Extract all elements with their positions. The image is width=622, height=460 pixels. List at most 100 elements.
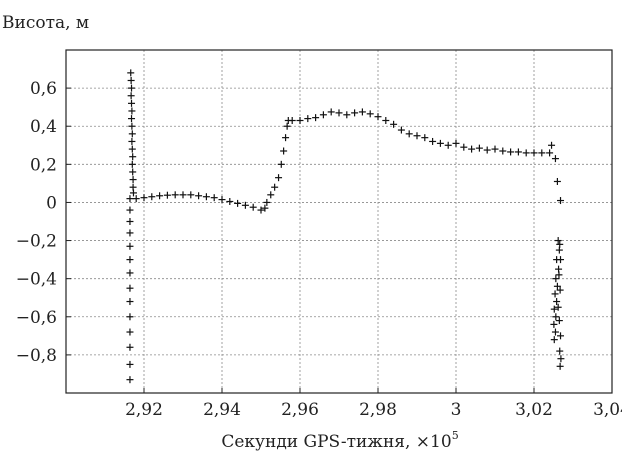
data-point (126, 206, 134, 214)
data-point (271, 183, 279, 191)
data-point (126, 284, 134, 292)
data-point (126, 269, 134, 277)
data-point (554, 303, 562, 311)
y-tick-label: −0,8 (16, 346, 57, 366)
x-tick-label: 2,96 (281, 400, 319, 420)
data-point (226, 197, 234, 205)
data-point (550, 320, 558, 328)
data-point (202, 193, 210, 201)
data-point (319, 111, 327, 119)
data-point (128, 115, 136, 123)
data-point (499, 147, 507, 155)
data-point (522, 149, 530, 157)
data-point (556, 347, 564, 355)
data-point (129, 176, 137, 184)
data-point (126, 218, 134, 225)
data-point (429, 137, 437, 145)
data-point (444, 141, 452, 149)
data-point (218, 196, 226, 204)
data-point (277, 160, 285, 168)
data-point (280, 147, 288, 155)
data-point (468, 145, 476, 153)
data-point (128, 122, 136, 130)
data-point (483, 146, 491, 154)
data-point (126, 242, 134, 250)
x-tick-label: 3,04 (593, 400, 622, 420)
data-point (187, 191, 195, 199)
data-point (132, 195, 140, 203)
x-axis-title: Секунди GPS-тижня, ×105 (221, 429, 458, 452)
data-point (553, 282, 561, 290)
data-point (283, 122, 291, 130)
data-point (552, 275, 560, 283)
data-point (128, 145, 136, 153)
data-point (128, 107, 136, 115)
data-point (475, 144, 483, 152)
data-point (557, 355, 565, 363)
data-point (327, 108, 335, 116)
data-point (546, 149, 554, 157)
data-point (557, 197, 565, 205)
data-point (553, 298, 561, 306)
data-point (128, 130, 136, 138)
data-point (555, 317, 563, 325)
y-tick-label: 0 (46, 193, 57, 213)
y-tick-label: −0,2 (16, 232, 57, 252)
grid (66, 50, 613, 393)
data-point (282, 134, 290, 142)
data-point (128, 99, 136, 107)
data-point (557, 256, 565, 264)
data-point (128, 84, 136, 92)
data-point (129, 189, 137, 197)
data-point (452, 139, 460, 147)
data-point (126, 313, 134, 321)
data-point (555, 271, 563, 279)
y-tick-label: −0,4 (16, 270, 57, 290)
data-point (366, 110, 374, 118)
x-axis-title-exponent: 5 (452, 429, 459, 442)
x-axis-title-text: Секунди GPS-тижня, ×10 (221, 432, 451, 452)
data-point (343, 111, 351, 119)
data-point (413, 132, 421, 140)
x-tick-label: 3 (451, 400, 462, 420)
data-point (538, 149, 546, 157)
data-point (553, 177, 561, 185)
data-point (126, 229, 134, 237)
data-point (551, 290, 559, 298)
data-point (163, 191, 171, 199)
data-point (491, 145, 499, 153)
x-tick-label: 2,98 (359, 400, 397, 420)
data-point (382, 117, 390, 125)
data-point (126, 328, 134, 336)
data-point (129, 168, 137, 176)
data-point (126, 360, 134, 368)
data-point (195, 192, 203, 200)
data-point (358, 108, 366, 116)
data-point (288, 117, 296, 125)
plot-frame (65, 49, 613, 394)
data-point (556, 240, 564, 248)
data-point (126, 343, 134, 351)
y-axis-title: Висота, м (2, 13, 89, 33)
data-points (126, 69, 565, 384)
data-point (126, 376, 134, 384)
data-point (126, 256, 134, 264)
x-tick-label: 2,92 (125, 400, 163, 420)
data-point (128, 160, 136, 168)
data-point (127, 76, 135, 84)
data-point (551, 328, 559, 336)
y-tick-label: 0,6 (30, 79, 57, 99)
data-point (552, 313, 560, 321)
data-point (261, 204, 269, 212)
data-point (140, 194, 148, 202)
data-point (550, 305, 558, 313)
data-point (234, 199, 242, 207)
data-point (335, 109, 343, 117)
data-point (304, 115, 312, 123)
data-point (127, 92, 135, 100)
data-point (296, 117, 304, 125)
data-point (421, 134, 429, 142)
data-point (257, 206, 265, 214)
data-point (556, 286, 564, 294)
